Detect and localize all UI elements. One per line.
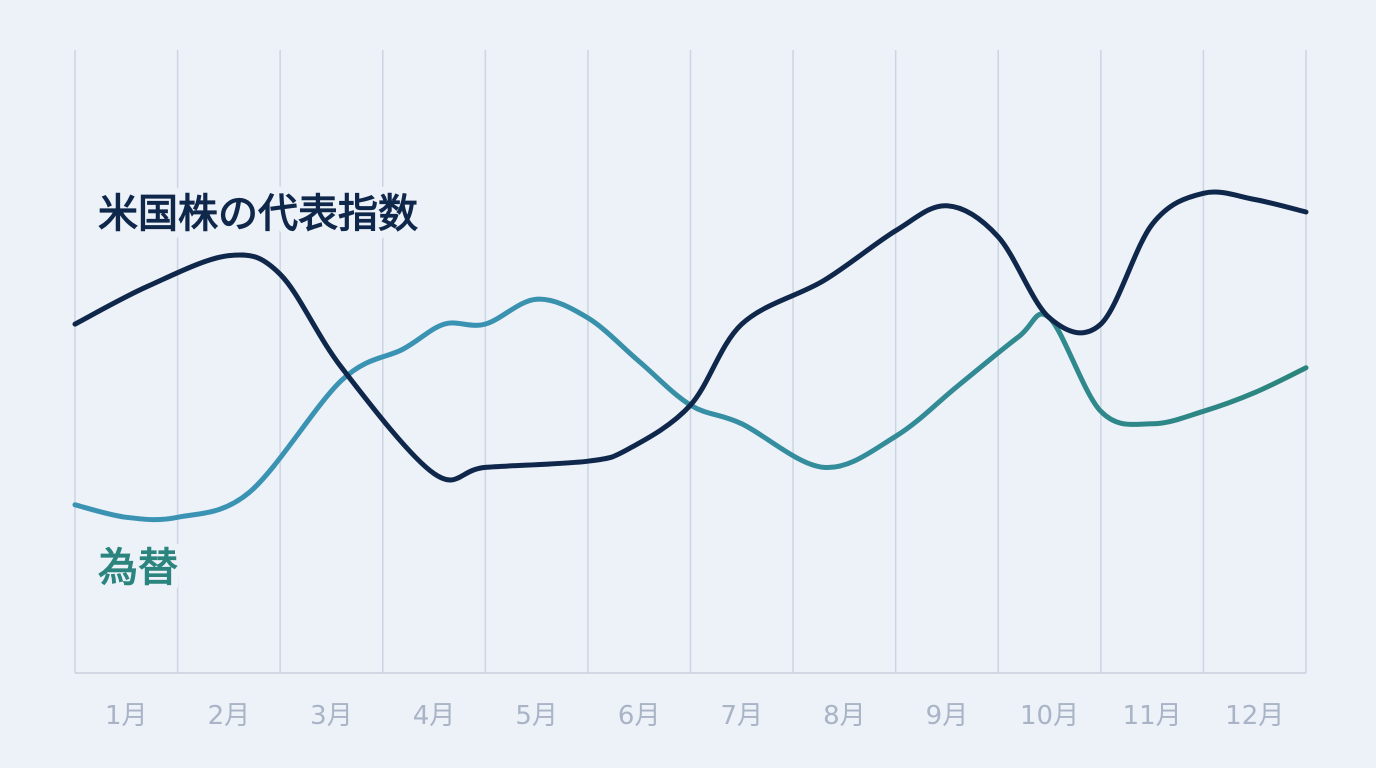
x-tick-label: 2月 bbox=[208, 701, 251, 731]
x-tick-label: 7月 bbox=[721, 701, 764, 731]
x-tick-label: 1月 bbox=[105, 701, 148, 731]
series-line-us-stock-index bbox=[72, 189, 1309, 483]
x-tick-label: 12月 bbox=[1225, 701, 1284, 731]
series-layer bbox=[72, 189, 1309, 523]
x-tick-label: 9月 bbox=[926, 701, 969, 731]
x-tick-label: 8月 bbox=[823, 701, 866, 731]
x-tick-label: 5月 bbox=[515, 701, 558, 731]
axis-layer: 1月 2月 3月 4月 5月 6月 7月 8月 9月 10月 11月 12月 bbox=[75, 672, 1306, 731]
series-label-us-stock-index: 米国株の代表指数 bbox=[98, 191, 418, 237]
label-layer: 米国株の代表指数 為替 bbox=[91, 184, 425, 598]
x-tick-label: 6月 bbox=[618, 701, 661, 731]
x-tick-label: 3月 bbox=[310, 701, 353, 731]
series-label-fx: 為替 bbox=[98, 545, 178, 591]
x-tick-label: 10月 bbox=[1020, 701, 1079, 731]
x-tick-label: 11月 bbox=[1123, 701, 1182, 731]
grid-layer bbox=[74, 50, 1307, 673]
x-tick-label: 4月 bbox=[413, 701, 456, 731]
